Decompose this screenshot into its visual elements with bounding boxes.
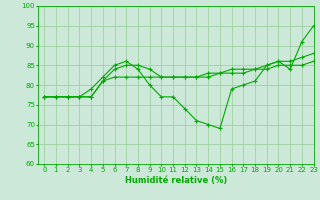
X-axis label: Humidité relative (%): Humidité relative (%): [125, 176, 227, 185]
